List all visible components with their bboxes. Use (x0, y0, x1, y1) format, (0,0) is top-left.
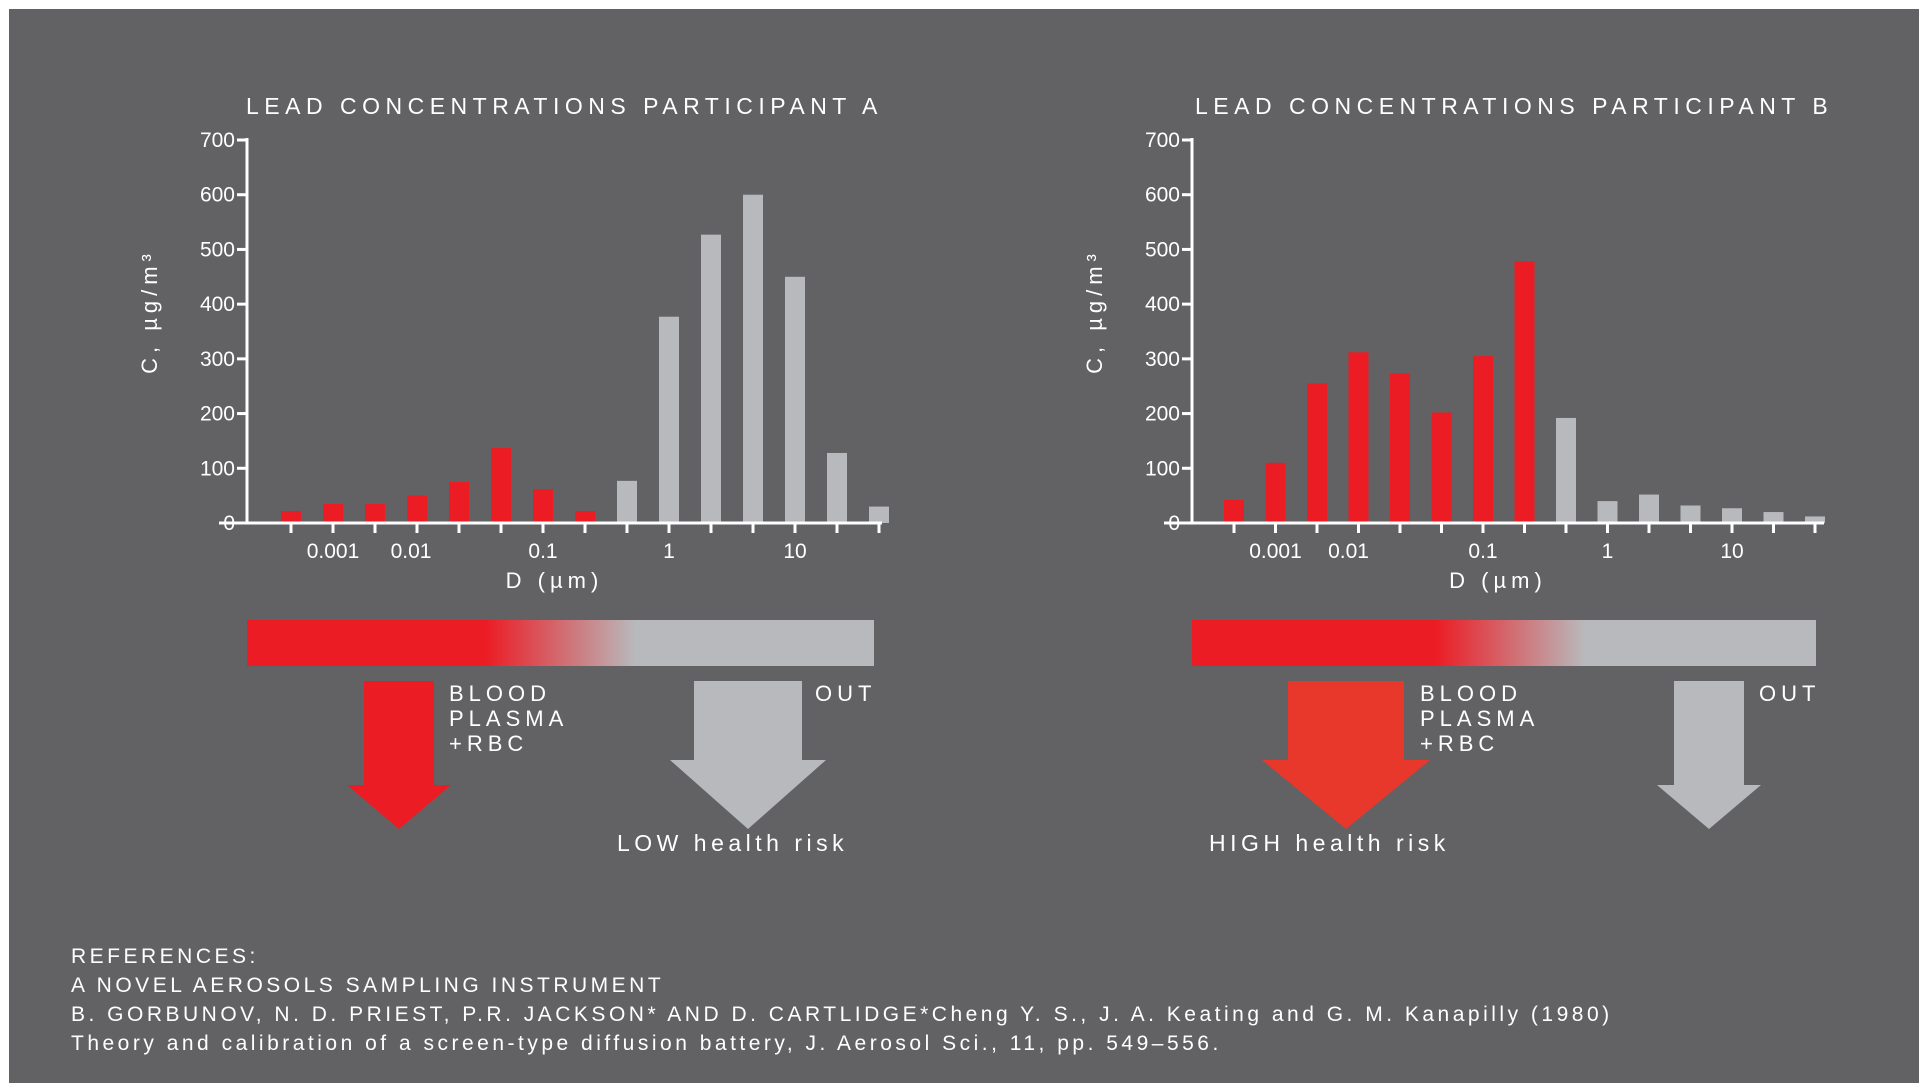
x-tick-label: 1 (1602, 540, 1614, 563)
bar (1805, 516, 1825, 523)
deposition-label-blood: BLOOD (1420, 681, 1522, 706)
y-tick-label: 100 (1145, 457, 1180, 480)
bar (323, 503, 343, 523)
bar (617, 480, 637, 523)
reference-line: A NOVEL AEROSOLS SAMPLING INSTRUMENT (71, 974, 665, 997)
y-tick-label: 600 (1145, 184, 1180, 207)
bar (1390, 373, 1410, 523)
bar (1265, 462, 1286, 523)
references-heading: REFERENCES: (71, 945, 259, 968)
size-gradient-band (247, 620, 874, 666)
bar (743, 194, 763, 523)
chart-title-a: LEAD CONCENTRATIONS PARTICIPANT A (246, 93, 883, 119)
x-tick-label: 10 (783, 540, 806, 563)
x-axis-title: D (µm) (506, 568, 604, 593)
blood-arrow-icon (1262, 681, 1430, 829)
bar (491, 448, 511, 523)
infographic-panel: LEAD CONCENTRATIONS PARTICIPANT A LEAD C… (9, 9, 1919, 1083)
y-tick-label: 300 (1145, 348, 1180, 371)
chart-title-b: LEAD CONCENTRATIONS PARTICIPANT B (1195, 93, 1834, 119)
y-tick-label: 400 (200, 293, 235, 316)
y-tick-label: 600 (200, 184, 235, 207)
bar (533, 489, 553, 523)
deposition-label-out: OUT (1759, 681, 1820, 706)
y-tick-label: 300 (200, 348, 235, 371)
y-tick-label: 700 (1145, 129, 1180, 152)
bar (1473, 356, 1493, 523)
deposition-label-blood: +RBC (1420, 731, 1499, 756)
deposition-label-blood: PLASMA (449, 706, 568, 731)
references: REFERENCES: A NOVEL AEROSOLS SAMPLING IN… (71, 942, 1613, 1058)
bar (407, 495, 427, 523)
y-tick-label: 200 (1145, 403, 1180, 426)
bar (1514, 261, 1535, 523)
reference-line: Theory and calibration of a screen-type … (71, 1032, 1222, 1055)
y-tick-label: 500 (200, 238, 235, 261)
bar (869, 506, 889, 523)
bar (1348, 352, 1369, 523)
x-tick-label: 0.001 (1249, 540, 1302, 563)
risk-label-b: HIGH health risk (1209, 830, 1450, 856)
y-tick-label: 400 (1145, 293, 1180, 316)
y-axis-title: C, µg/m³ (137, 249, 162, 374)
bar (1556, 417, 1576, 523)
bar (449, 481, 469, 523)
x-tick-label: 0.01 (391, 540, 432, 563)
y-tick-label: 200 (200, 403, 235, 426)
deposition-label-blood: +RBC (449, 731, 528, 756)
bar (1224, 500, 1244, 523)
x-tick-label: 0.1 (528, 540, 557, 563)
x-tick-label: 0.001 (307, 540, 360, 563)
out-arrow-icon (1657, 681, 1761, 829)
bar (1680, 505, 1701, 523)
x-tick-label: 1 (663, 540, 675, 563)
deposition-label-blood: PLASMA (1420, 706, 1539, 731)
x-axis-title: D (µm) (1449, 568, 1547, 593)
bar (281, 510, 301, 523)
bar (1431, 412, 1452, 523)
bar (1763, 512, 1784, 523)
deposition-label-blood: BLOOD (449, 681, 551, 706)
bar (1639, 494, 1659, 523)
size-gradient-band (1192, 620, 1816, 666)
bar (659, 316, 679, 523)
deposition-label-out: OUT (815, 681, 876, 706)
out-arrow-icon (670, 681, 826, 829)
risk-label-a: LOW health risk (617, 830, 849, 856)
bar (575, 510, 595, 523)
bar (1597, 501, 1618, 523)
reference-line: B. GORBUNOV, N. D. PRIEST, P.R. JACKSON*… (71, 1003, 1613, 1026)
bar (365, 503, 385, 523)
y-axis-title: C, µg/m³ (1082, 249, 1107, 374)
bar (701, 234, 721, 524)
bar (1307, 383, 1327, 523)
y-tick-label: 500 (1145, 238, 1180, 261)
x-tick-label: 10 (1720, 540, 1743, 563)
bar (827, 452, 847, 523)
y-tick-label: 700 (200, 129, 235, 152)
bar (1722, 508, 1742, 523)
y-tick-label: 100 (200, 457, 235, 480)
bar (785, 276, 805, 523)
x-tick-label: 0.1 (1468, 540, 1497, 563)
x-tick-label: 0.01 (1328, 540, 1369, 563)
blood-arrow-icon (347, 681, 451, 829)
